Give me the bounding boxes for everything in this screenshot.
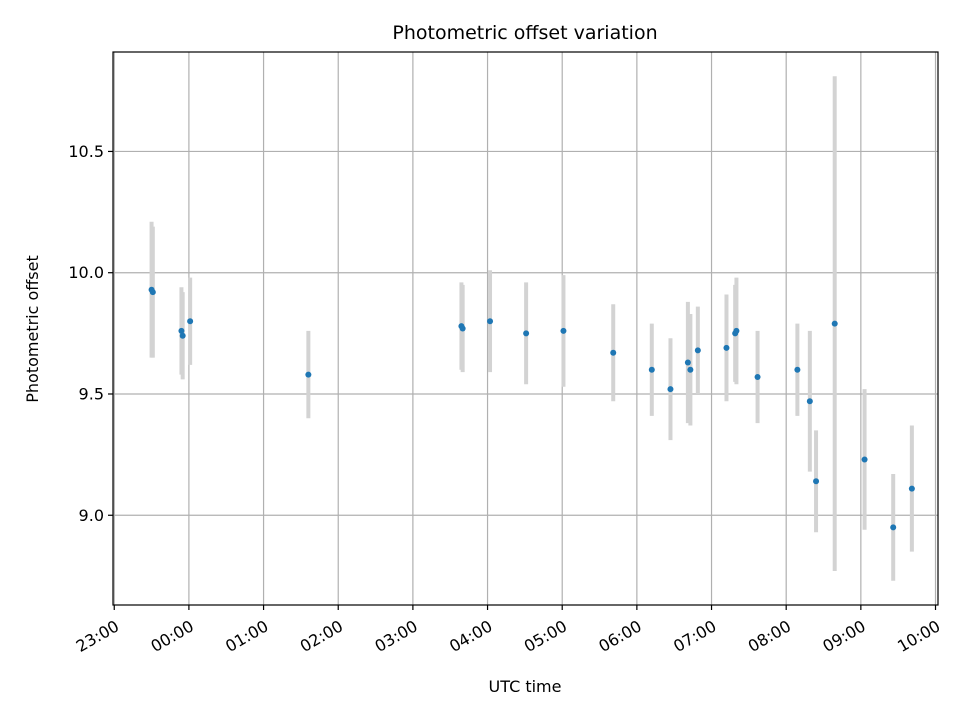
x-tick-label: 07:00 (670, 616, 719, 656)
plot-area-frame (112, 51, 939, 606)
y-tick-label: 9.5 (79, 384, 104, 403)
x-tick-label: 01:00 (222, 616, 271, 656)
y-tick-label: 10.5 (68, 142, 104, 161)
data-point (723, 344, 730, 351)
x-tick-label: 02:00 (297, 616, 346, 656)
x-axis-title: UTC time (489, 677, 562, 696)
x-tick-label: 09:00 (819, 616, 868, 656)
data-point (754, 374, 761, 381)
data-point (487, 318, 494, 325)
x-tick-label: 04:00 (446, 616, 495, 656)
data-point (179, 332, 186, 339)
data-point (687, 366, 694, 373)
data-point (305, 371, 312, 378)
data-point (831, 320, 838, 327)
data-point (813, 478, 820, 485)
data-point (523, 330, 530, 337)
chart-title: Photometric offset variation (392, 22, 657, 44)
y-axis-ticks: 9.0 9.5 10.0 10.5 (68, 142, 113, 525)
y-tick-label: 10.0 (68, 263, 104, 282)
data-points (148, 286, 915, 531)
data-point (667, 386, 674, 393)
data-point (648, 366, 655, 373)
data-point (560, 327, 567, 334)
data-point (187, 318, 194, 325)
x-axis-ticks: 23:00 00:00 01:00 02:00 03:00 04:00 05:00 06:00… (73, 605, 944, 656)
data-point (806, 398, 813, 405)
x-tick-label: 10:00 (894, 616, 943, 656)
data-point (610, 349, 617, 356)
x-tick-label: 05:00 (521, 616, 570, 656)
data-point (908, 485, 915, 492)
data-point (861, 456, 868, 463)
y-axis-title: Photometric offset (23, 255, 42, 403)
grid-lines (113, 52, 938, 605)
x-tick-label: 03:00 (371, 616, 420, 656)
data-point (178, 327, 185, 334)
x-tick-label: 00:00 (147, 616, 196, 656)
data-point (733, 327, 740, 334)
x-tick-label: 06:00 (595, 616, 644, 656)
data-point (694, 347, 701, 354)
data-point (890, 524, 897, 531)
data-point (794, 366, 801, 373)
data-point (684, 359, 691, 366)
x-tick-label: 23:00 (73, 616, 122, 656)
y-tick-label: 9.0 (79, 506, 104, 525)
x-tick-label: 08:00 (745, 616, 794, 656)
data-point (459, 325, 466, 332)
data-point (149, 289, 156, 296)
